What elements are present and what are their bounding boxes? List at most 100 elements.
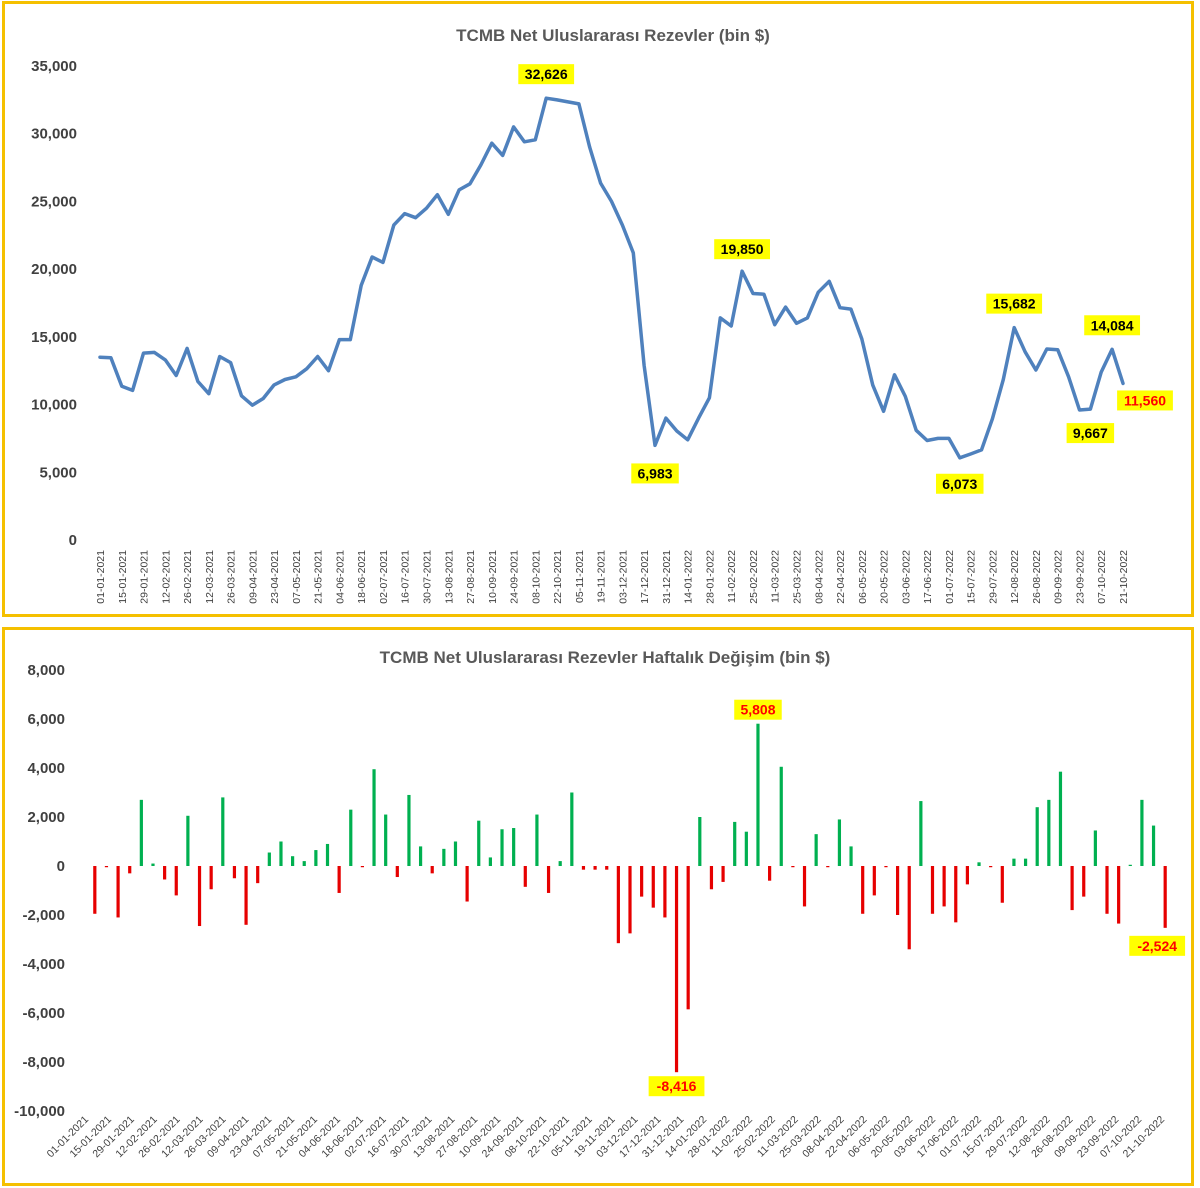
x-tick-label: 09-04-2021 [247, 550, 259, 604]
bar [954, 866, 958, 923]
x-tick-label: 25-02-2022 [748, 550, 760, 604]
y-tick-label: 10,000 [31, 397, 77, 414]
x-tick-label: 21-10-2022 [1118, 550, 1130, 604]
y-tick-label: -8,000 [22, 1054, 65, 1071]
bar [500, 829, 504, 866]
x-tick-label: 19-11-2021 [596, 550, 608, 603]
data-label: 14,084 [1091, 317, 1134, 333]
bar [395, 866, 399, 878]
x-tick-label: 06-05-2022 [857, 550, 869, 604]
data-label: 19,850 [721, 241, 764, 257]
x-tick-label: 27-08-2021 [465, 550, 477, 604]
y-axis: -10,000 -8,000 -6,000 -4,000 -2,000 0 2,000 4,0… [14, 662, 65, 1120]
reserves-line-chart-panel: TCMB Net Uluslararası Rezevler (bin $) 0… [2, 1, 1194, 617]
bar [116, 866, 120, 918]
x-tick-label: 29-07-2022 [987, 550, 999, 604]
data-label: -2,524 [1137, 938, 1177, 954]
bar [1023, 858, 1028, 866]
y-tick-label: 8,000 [27, 662, 65, 679]
bar [291, 856, 295, 866]
y-tick-label: 25,000 [31, 193, 77, 210]
bar [861, 866, 865, 914]
x-tick-label: 04-06-2021 [334, 550, 346, 604]
bar [93, 866, 97, 914]
bar [605, 866, 609, 870]
bar [477, 820, 481, 866]
bar [523, 866, 527, 887]
bar [1012, 858, 1016, 866]
bar [849, 846, 853, 866]
x-tick-label: 17-12-2021 [639, 550, 651, 604]
weekly-change-series [93, 723, 1167, 1073]
weekly-change-bar-chart: TCMB Net Uluslararası Rezevler Haftalık … [14, 648, 1186, 1161]
x-tick-label: 12-02-2021 [160, 550, 172, 604]
data-label-bg [1117, 390, 1173, 411]
x-tick-label: 29-01-2021 [139, 550, 151, 604]
bar [570, 792, 574, 866]
bar [1151, 825, 1156, 866]
x-tick-label: 08-04-2022 [813, 550, 825, 604]
x-tick-label: 13-08-2021 [443, 550, 455, 604]
y-tick-label: -6,000 [22, 1005, 65, 1022]
bar [151, 863, 155, 866]
bar [826, 866, 830, 868]
x-tick-label: 08-10-2021 [530, 550, 542, 604]
x-tick-label: 23-04-2021 [269, 550, 281, 604]
bar [232, 866, 237, 879]
bar [640, 866, 644, 897]
bar [325, 843, 330, 866]
y-tick-label: -10,000 [14, 1103, 65, 1120]
x-tick-label: 30-07-2021 [421, 550, 433, 604]
y-tick-label: 6,000 [27, 711, 65, 728]
bar [698, 817, 702, 866]
bar [1117, 866, 1121, 924]
bar [244, 866, 248, 925]
x-tick-label: 11-03-2022 [770, 550, 782, 603]
x-tick-label: 26-02-2021 [182, 550, 194, 604]
data-label-bg [936, 473, 984, 494]
x-tick-label: 24-09-2021 [509, 550, 521, 604]
bar [1035, 807, 1039, 866]
bar [139, 799, 143, 866]
data-label: 5,808 [740, 702, 775, 718]
x-tick-label: 03-06-2022 [900, 550, 912, 604]
bar [349, 809, 353, 866]
bar [1047, 799, 1051, 866]
x-tick-label: 26-08-2022 [1031, 550, 1043, 604]
bar [1105, 866, 1109, 914]
data-labels: 32,626 6,983 19,850 6,073 15,682 9,667 14,084 1… [518, 64, 1173, 494]
bar [209, 866, 213, 890]
x-tick-label: 10-09-2021 [487, 550, 499, 604]
bar [430, 866, 434, 874]
bar [768, 866, 772, 881]
bar [814, 834, 818, 866]
bar [663, 866, 667, 918]
bar [744, 831, 748, 866]
data-label-bg [734, 699, 782, 720]
x-tick-label: 09-09-2022 [1053, 550, 1065, 604]
y-tick-label: 15,000 [31, 329, 77, 346]
x-tick-label: 01-01-2021 [95, 550, 107, 604]
bar [686, 866, 690, 1010]
bar [1082, 866, 1086, 897]
x-tick-label: 31-12-2021 [661, 550, 673, 604]
x-tick-label: 20-05-2022 [879, 550, 891, 604]
data-label-bg [648, 1076, 705, 1097]
x-tick-label: 21-05-2021 [313, 550, 325, 604]
bar [314, 850, 318, 866]
bar [302, 861, 306, 866]
bar [465, 866, 469, 902]
bar [965, 866, 969, 885]
bar [128, 866, 132, 874]
bar [1070, 866, 1074, 911]
x-tick-label: 14-01-2022 [683, 550, 695, 604]
bar [895, 866, 900, 915]
bar [1000, 866, 1004, 903]
bar [186, 815, 190, 866]
x-axis: 01-01-202115-01-202129-01-202112-02-2021… [45, 1114, 1168, 1161]
y-tick-label: 0 [69, 532, 77, 549]
x-tick-label: 07-05-2021 [291, 550, 303, 604]
bar [593, 866, 597, 870]
data-label: -8,416 [657, 1078, 697, 1094]
